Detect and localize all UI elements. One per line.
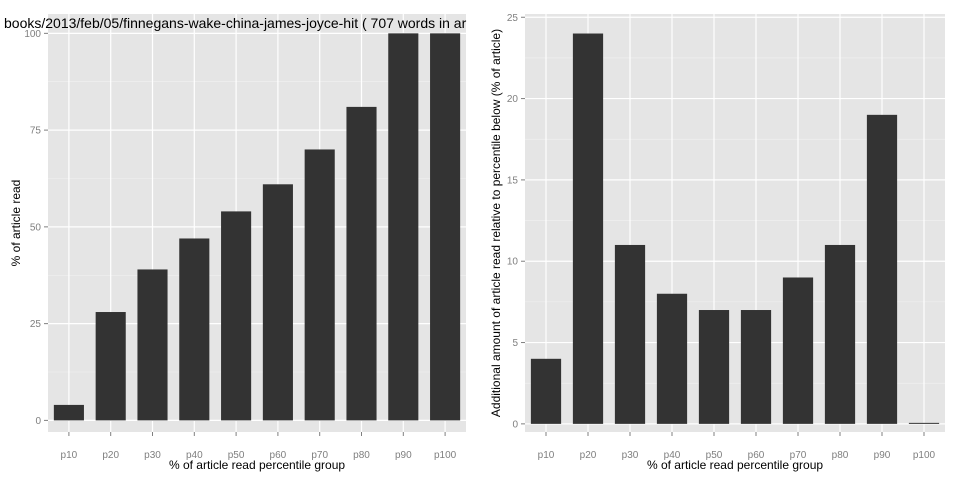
bar-p20 — [95, 312, 126, 421]
bar-p50 — [698, 310, 730, 424]
bar-p80 — [824, 244, 856, 424]
x-axis-title: % of article read percentile group — [169, 458, 345, 472]
x-tick-label: p70 — [311, 450, 328, 461]
y-tick-label: 20 — [507, 94, 519, 105]
bar-p30 — [614, 244, 646, 424]
bar-p40 — [656, 293, 688, 424]
x-tick-label: p80 — [353, 450, 370, 461]
y-tick-label: 25 — [30, 319, 42, 330]
x-tick-label: p30 — [622, 450, 639, 461]
x-tick-label: p90 — [395, 450, 412, 461]
x-tick-label: p10 — [61, 450, 78, 461]
x-tick-label: p50 — [706, 450, 723, 461]
y-tick-label: 5 — [512, 338, 518, 349]
bar-p10 — [530, 358, 562, 424]
x-tick-label: p20 — [580, 450, 597, 461]
y-tick-label: 50 — [30, 222, 42, 233]
x-tick-label: p60 — [748, 450, 765, 461]
x-tick-label: p40 — [186, 450, 203, 461]
bar-p80 — [346, 106, 377, 421]
bar-p60 — [740, 310, 772, 424]
x-tick-label: p90 — [874, 450, 891, 461]
x-tick-label: p30 — [144, 450, 161, 461]
bar-p70 — [782, 277, 814, 424]
y-tick-label: 25 — [507, 13, 519, 24]
x-axis-title: % of article read percentile group — [647, 458, 823, 472]
bar-p30 — [137, 269, 168, 421]
y-tick-label: 75 — [30, 126, 42, 137]
bar-p90 — [388, 33, 419, 421]
x-tick-label: p100 — [913, 450, 936, 461]
y-tick-label: 0 — [35, 416, 41, 427]
bar-p10 — [53, 404, 84, 421]
y-tick-label: 0 — [512, 419, 518, 430]
x-tick-label: p40 — [664, 450, 681, 461]
x-tick-label: p10 — [538, 450, 555, 461]
bar-p100 — [908, 422, 940, 424]
chart-right: 0 5 10 15 20 25 p10 p20 p30 p40 p50 p60 p70 p80 p90 p10… — [489, 13, 945, 472]
y-axis-title: % of article read — [9, 180, 23, 267]
x-tick-label: p60 — [270, 450, 287, 461]
x-tick-label: p100 — [434, 450, 457, 461]
chart-left: 0 25 50 75 100 p10 p20 p30 p40 p50 p60 p70 p80 p90 p10… — [4, 14, 467, 472]
x-tick-label: p50 — [228, 450, 245, 461]
bar-p20 — [572, 33, 604, 424]
bar-p40 — [179, 238, 210, 421]
bar-p50 — [221, 211, 252, 421]
x-tick-label: p80 — [832, 450, 849, 461]
bar-p60 — [262, 184, 293, 421]
bar-p70 — [304, 149, 335, 421]
y-tick-label: 100 — [24, 29, 41, 40]
bar-p100 — [430, 33, 461, 421]
y-tick-label: 10 — [507, 257, 519, 268]
x-tick-label: p70 — [790, 450, 807, 461]
bar-p90 — [866, 114, 898, 424]
y-tick-label: 15 — [507, 175, 519, 186]
plot-title: books/2013/feb/05/finnegans-wake-china-j… — [4, 15, 467, 31]
x-tick-label: p20 — [102, 450, 119, 461]
y-axis-title: Additional amount of article read relati… — [489, 29, 503, 417]
